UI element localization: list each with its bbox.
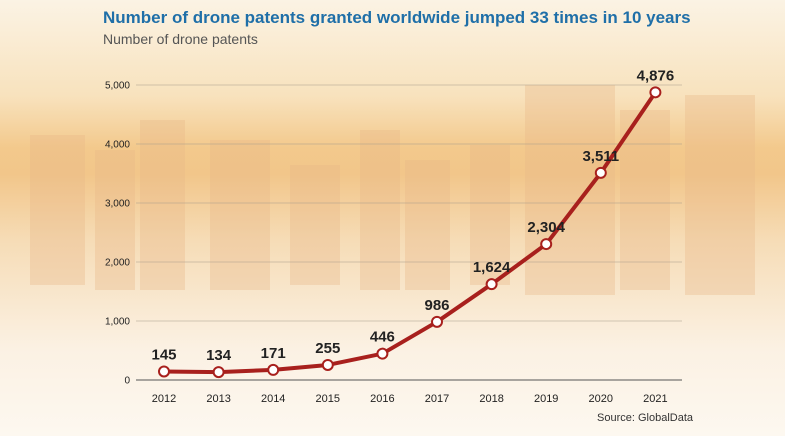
y-tick-label: 2,000 [105, 258, 130, 269]
data-label: 4,876 [637, 67, 675, 84]
x-tick-label: 2018 [479, 393, 503, 405]
y-tick-label: 5,000 [105, 81, 130, 92]
data-points [158, 86, 662, 379]
x-tick-label: 2019 [534, 393, 558, 405]
data-label: 1,624 [473, 259, 511, 276]
data-point [649, 86, 662, 99]
data-label: 171 [261, 345, 286, 362]
data-labels: 145 134 171 255 446 986 1,624 2,304 3,511 4,876 [151, 67, 674, 364]
source-note: Source: GlobalData [597, 412, 693, 424]
chart-subtitle: Number of drone patents [103, 31, 258, 47]
data-point [431, 315, 443, 328]
data-point [485, 278, 498, 291]
data-point [594, 166, 607, 179]
data-point [540, 238, 553, 251]
x-tick-label: 2015 [316, 393, 340, 405]
y-tick-label: 0 [124, 376, 130, 387]
series-line [162, 90, 658, 375]
x-tick-label: 2017 [425, 393, 449, 405]
y-tick-label: 1,000 [105, 317, 130, 328]
data-point [158, 365, 170, 378]
y-axis-ticks: 0 1,000 2,000 3,000 4,000 5,000 [105, 81, 130, 387]
data-label: 145 [151, 346, 176, 363]
x-tick-label: 2014 [261, 393, 285, 405]
data-label: 446 [370, 329, 395, 346]
x-tick-label: 2013 [206, 393, 230, 405]
data-point [321, 358, 334, 371]
data-label: 134 [206, 347, 232, 364]
x-tick-label: 2016 [370, 393, 394, 405]
y-tick-label: 3,000 [105, 199, 130, 210]
x-tick-label: 2021 [643, 393, 667, 405]
x-axis-ticks: 2012 2013 2014 2015 2016 2017 2018 2019 2020 2021 [152, 393, 668, 405]
data-point [376, 347, 389, 360]
chart-title: Number of drone patents granted worldwid… [103, 8, 691, 27]
data-label: 3,511 [582, 148, 619, 165]
data-label: 255 [315, 340, 340, 357]
data-label: 986 [424, 297, 449, 314]
y-tick-label: 4,000 [105, 140, 130, 151]
data-point [267, 363, 280, 376]
x-tick-label: 2020 [589, 393, 613, 405]
data-point [212, 366, 225, 379]
gridlines [136, 84, 682, 381]
data-label: 2,304 [527, 219, 565, 236]
x-tick-label: 2012 [152, 393, 176, 405]
